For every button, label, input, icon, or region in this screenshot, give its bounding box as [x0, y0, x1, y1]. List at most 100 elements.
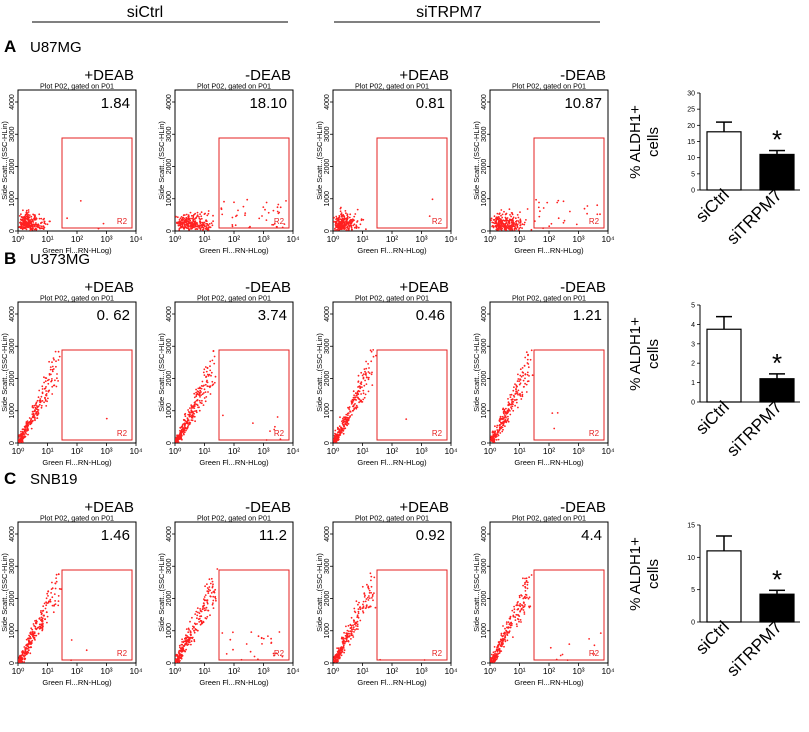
bar-sitrpm7 [759, 378, 795, 403]
scatter-point [37, 409, 40, 411]
scatter-point [492, 433, 495, 436]
scatter-point [34, 620, 36, 622]
scatter-point [29, 229, 32, 231]
scatter-point [32, 419, 34, 422]
scatter-point [367, 606, 370, 609]
scatter-point [51, 604, 54, 607]
scatter-point [334, 657, 337, 660]
scatter-point [362, 373, 365, 375]
scatter-point [200, 622, 203, 625]
scatter-point [190, 217, 193, 220]
scatter-point [352, 628, 355, 630]
scatter-point [176, 434, 179, 437]
scatter-point [181, 426, 184, 428]
scatter-point [57, 573, 60, 576]
scatter-point [493, 657, 496, 659]
scatter-point [194, 628, 197, 630]
scatter-point [198, 227, 201, 229]
scatter-point [43, 376, 45, 379]
scatter-point [504, 634, 507, 636]
scatter-point [340, 212, 343, 215]
scatter-point [353, 223, 356, 226]
scatter-point [196, 399, 199, 402]
scatter-point [525, 219, 527, 221]
x-tick-label: 10⁴ [444, 446, 457, 456]
scatter-point [365, 228, 367, 231]
scatter-point [184, 218, 187, 221]
y-tick-label: 0 [9, 661, 16, 665]
scatter-point [344, 416, 347, 418]
scatter-point [352, 396, 355, 399]
scatter-point [368, 592, 371, 594]
y-tick-label: 0 [166, 661, 173, 665]
scatter-point [362, 218, 365, 221]
scatter-point [512, 216, 515, 219]
scatter-point [31, 228, 34, 231]
scatter-point [360, 381, 363, 384]
scatter-point [357, 608, 360, 610]
scatter-point [344, 422, 347, 424]
scatter-point [495, 439, 498, 441]
scatter-point [180, 219, 183, 222]
scatter-point [356, 208, 359, 211]
scatter-point [345, 212, 347, 215]
scatter-point [194, 410, 196, 413]
scatter-point [205, 396, 208, 398]
scatter-point [337, 218, 340, 221]
scatter-point [210, 222, 213, 225]
scatter-point [23, 428, 26, 431]
scatter-point [46, 400, 48, 403]
scatter-point [365, 360, 367, 363]
gated-point [586, 212, 588, 215]
scatter-point [20, 433, 22, 435]
scatter-point [372, 355, 375, 358]
scatter-point [347, 414, 349, 416]
scatter-point [333, 220, 335, 223]
scatter-point [56, 377, 58, 380]
scatter-point [184, 415, 187, 418]
scatter-point [180, 643, 183, 646]
scatter-point [34, 639, 36, 641]
scatter-point [197, 390, 200, 393]
scatter-point [182, 218, 185, 221]
scatter-point [24, 648, 26, 650]
scatter-point [195, 391, 198, 394]
plot-frame [332, 89, 452, 232]
x-axis-label: Green Fl...RN-HLog) [514, 246, 584, 255]
scatter-point [494, 425, 496, 428]
scatter-point [354, 396, 357, 399]
scatter-point [43, 401, 45, 404]
scatter-point [33, 225, 35, 228]
scatter-point [346, 417, 349, 419]
scatter-point [58, 588, 61, 590]
scatter-point [193, 631, 196, 634]
scatter-point [365, 383, 368, 385]
scatter-point [521, 604, 524, 607]
scatter-point [19, 656, 22, 659]
scatter-point [511, 609, 514, 612]
scatter-point [499, 222, 502, 224]
scatter-point [206, 379, 208, 382]
scatter-point [40, 406, 43, 409]
x-tick-label: 10³ [100, 666, 112, 676]
scatter-point [38, 403, 41, 406]
scatter-point [188, 421, 191, 424]
scatter-point [357, 612, 360, 615]
scatter-point [350, 638, 352, 640]
condition-label: +DEAB [84, 279, 134, 296]
y-tick-label: 0 [166, 229, 173, 233]
scatter-point [189, 630, 192, 633]
scatter-point [361, 374, 364, 377]
bar-category-label: siTRPM7 [723, 185, 786, 248]
scatter-point [338, 425, 341, 428]
scatter-dots [490, 349, 559, 443]
scatter-point [500, 229, 503, 231]
percent-value: 0.81 [416, 95, 445, 112]
scatter-point [186, 426, 189, 429]
scatter-point [525, 383, 528, 386]
x-tick-label: 10⁰ [12, 446, 25, 456]
scatter-point [514, 383, 516, 385]
scatter-point [212, 602, 214, 604]
scatter-point [33, 632, 36, 635]
